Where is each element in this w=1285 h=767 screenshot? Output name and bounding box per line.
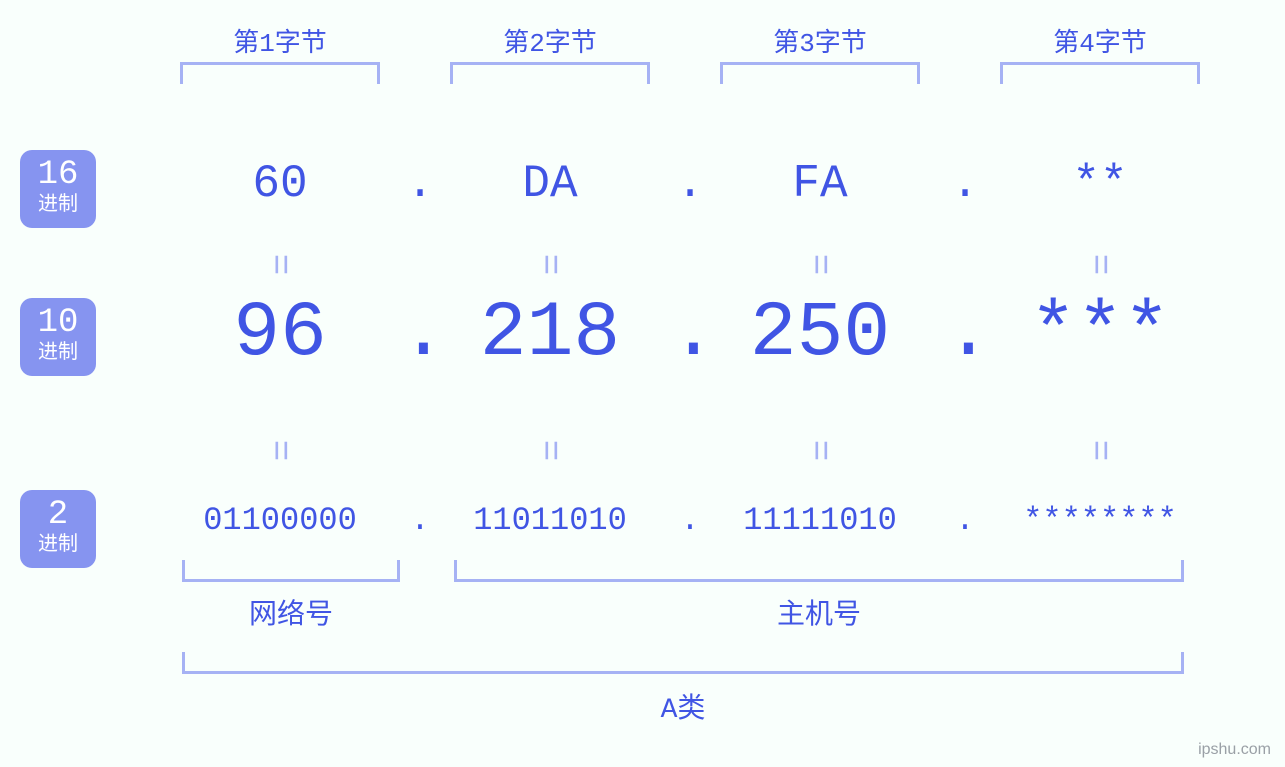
equals-icon: = (528, 254, 569, 276)
value-cell: ******** (970, 502, 1230, 539)
base-number: 10 (38, 306, 79, 340)
byte-label: 第3字节 (720, 22, 920, 59)
class-label: A类 (182, 686, 1184, 726)
base-badge: 16进制 (20, 150, 96, 228)
group-bracket (454, 560, 1184, 582)
equals-icon: = (528, 440, 569, 462)
group-label: 网络号 (182, 592, 400, 632)
base-number: 16 (38, 158, 79, 192)
value-cell: 11011010 (420, 502, 680, 539)
byte-bracket-top (450, 62, 650, 84)
byte-bracket-top (720, 62, 920, 84)
equals-icon: = (1078, 254, 1119, 276)
separator-dot: . (670, 290, 710, 378)
watermark: ipshu.com (1198, 741, 1271, 759)
base-number: 2 (48, 498, 68, 532)
equals-icon: = (798, 440, 839, 462)
byte-label: 第4字节 (1000, 22, 1200, 59)
value-cell: 01100000 (150, 502, 410, 539)
value-cell: 11111010 (690, 502, 950, 539)
separator-dot: . (945, 290, 985, 378)
byte-label: 第1字节 (180, 22, 380, 59)
separator-dot: . (400, 158, 440, 210)
separator-dot: . (670, 502, 710, 539)
value-cell: FA (690, 158, 950, 210)
base-badge: 10进制 (20, 298, 96, 376)
value-cell: 250 (690, 290, 950, 378)
separator-dot: . (945, 158, 985, 210)
byte-label: 第2字节 (450, 22, 650, 59)
value-cell: 60 (150, 158, 410, 210)
base-label: 进制 (38, 534, 78, 558)
group-bracket (182, 560, 400, 582)
value-cell: 96 (150, 290, 410, 378)
value-cell: *** (970, 290, 1230, 378)
value-cell: ** (970, 158, 1230, 210)
class-bracket (182, 652, 1184, 674)
separator-dot: . (400, 502, 440, 539)
equals-icon: = (1078, 440, 1119, 462)
byte-bracket-top (1000, 62, 1200, 84)
base-label: 进制 (38, 194, 78, 218)
equals-icon: = (798, 254, 839, 276)
group-label: 主机号 (454, 592, 1184, 632)
base-label: 进制 (38, 342, 78, 366)
separator-dot: . (400, 290, 440, 378)
separator-dot: . (945, 502, 985, 539)
value-cell: DA (420, 158, 680, 210)
equals-icon: = (258, 254, 299, 276)
separator-dot: . (670, 158, 710, 210)
equals-icon: = (258, 440, 299, 462)
byte-bracket-top (180, 62, 380, 84)
value-cell: 218 (420, 290, 680, 378)
base-badge: 2进制 (20, 490, 96, 568)
